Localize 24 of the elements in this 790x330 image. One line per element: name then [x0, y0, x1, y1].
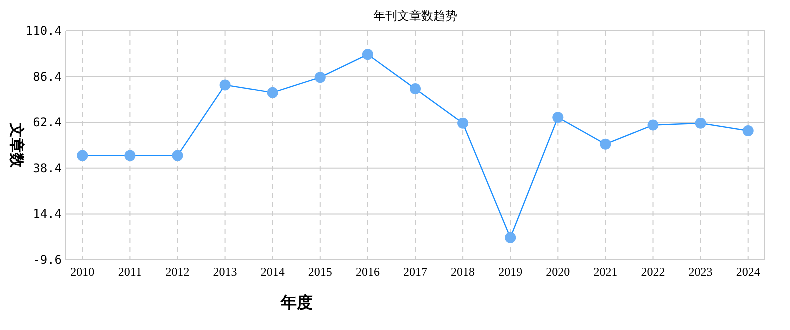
x-tick-label: 2013 — [213, 265, 238, 279]
x-tick-label: 2011 — [118, 265, 142, 279]
x-tick-label: 2019 — [498, 265, 523, 279]
y-tick-label: 62.4 — [33, 116, 62, 130]
x-tick-label: 2014 — [260, 265, 285, 279]
x-tick-label: 2023 — [688, 265, 713, 279]
y-tick-label: 38.4 — [33, 161, 62, 176]
x-tick-label: 2024 — [736, 265, 760, 279]
x-tick-label: 2018 — [451, 265, 476, 279]
y-tick-label: 110.4 — [26, 24, 62, 38]
y-axis-title: 文章数 — [8, 122, 26, 169]
x-tick-label: 2010 — [70, 265, 95, 279]
x-tick-label: 2015 — [308, 265, 332, 279]
y-tick-label: 14.4 — [33, 207, 62, 222]
x-axis-title: 年度 — [280, 293, 313, 312]
y-tick-label: -9.6 — [33, 253, 62, 267]
x-tick-label: 2016 — [356, 265, 380, 279]
x-tick-label: 2021 — [594, 265, 618, 279]
y-tick-label: 86.4 — [33, 70, 62, 84]
x-tick-label: 2020 — [546, 265, 570, 279]
chart-title: 年刊文章数趋势 — [374, 9, 458, 23]
x-tick-label: 2022 — [641, 265, 666, 279]
x-tick-label: 2012 — [166, 265, 190, 279]
x-tick-label: 2017 — [404, 265, 428, 279]
